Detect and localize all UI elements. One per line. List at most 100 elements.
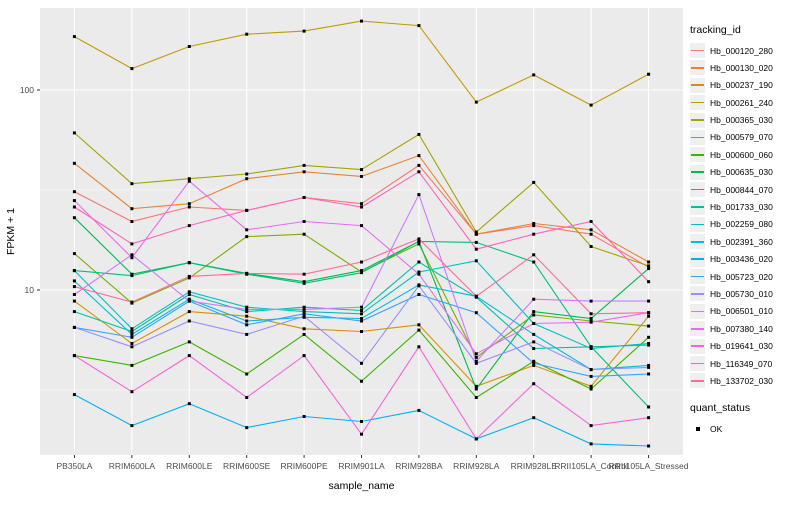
data-point — [417, 293, 421, 296]
data-point — [130, 67, 134, 71]
legend-line-swatch — [691, 310, 704, 313]
data-point — [245, 319, 249, 323]
data-point — [245, 172, 249, 176]
data-point — [187, 402, 191, 406]
legend-item: Hb_116349_070 — [690, 356, 800, 372]
legend-title-tracking-id: tracking_id — [690, 24, 741, 36]
legend-key — [690, 95, 705, 111]
data-point — [187, 310, 191, 314]
data-point — [130, 332, 134, 336]
data-point — [130, 256, 134, 260]
data-point — [187, 261, 191, 265]
data-point — [417, 328, 421, 332]
data-point — [474, 232, 478, 236]
data-point — [360, 271, 363, 275]
data-point — [417, 237, 421, 241]
data-point — [532, 260, 536, 264]
data-point — [647, 280, 651, 284]
x-tick-label: RRIM600PE — [280, 461, 328, 471]
legend-title-quant-status: quant_status — [690, 402, 751, 415]
data-point — [532, 332, 536, 336]
data-point — [474, 437, 478, 441]
data-point — [72, 293, 76, 296]
legend-key — [690, 112, 705, 128]
data-point — [589, 232, 593, 236]
legend-item: Hb_002259_080 — [690, 216, 800, 232]
legend-line-swatch — [691, 345, 704, 347]
data-point — [417, 154, 421, 158]
legend-label: Hb_005723_020 — [710, 271, 773, 282]
data-point — [360, 420, 363, 423]
data-point — [72, 35, 76, 39]
x-tick-label: RRIM928BA — [395, 461, 443, 471]
legend-key — [690, 216, 705, 232]
data-point — [187, 299, 191, 303]
data-point — [302, 280, 306, 284]
data-point — [417, 272, 421, 276]
legend-label: Hb_007380_140 — [710, 323, 773, 334]
x-tick-label: RRIM901LA — [338, 461, 385, 471]
data-point — [72, 252, 76, 256]
y-axis-title: FPKM + 1 — [5, 208, 17, 255]
data-point — [245, 372, 249, 376]
data-point — [417, 24, 421, 28]
x-tick-label: RRIM928LA — [453, 461, 500, 471]
data-point — [647, 72, 651, 76]
data-point — [72, 199, 76, 203]
data-point — [589, 442, 593, 446]
data-point — [360, 174, 363, 178]
data-point — [532, 310, 536, 314]
legend-item: Hb_000130_020 — [690, 60, 800, 76]
data-point — [360, 309, 363, 312]
legend-key — [690, 321, 705, 337]
data-point — [474, 352, 478, 356]
data-point — [302, 281, 306, 285]
data-point — [417, 239, 421, 243]
legend-line-swatch — [691, 101, 704, 104]
data-point — [187, 293, 191, 296]
legend-key — [690, 234, 705, 250]
data-point — [360, 361, 363, 365]
x-tick-label: RRIM600LE — [166, 461, 213, 471]
data-point — [130, 300, 134, 304]
data-point — [417, 163, 421, 167]
legend-key — [690, 129, 705, 145]
data-point — [72, 131, 76, 135]
data-point — [532, 222, 536, 225]
data-point — [474, 294, 478, 298]
data-point — [130, 253, 134, 257]
legend-key — [690, 199, 705, 215]
legend-key — [690, 182, 705, 198]
data-point — [245, 396, 249, 399]
data-point — [302, 332, 306, 336]
legend-item: Hb_001733_030 — [690, 199, 800, 215]
data-point — [360, 19, 363, 23]
data-point — [130, 242, 134, 246]
data-point — [302, 310, 306, 314]
data-point — [72, 161, 76, 165]
data-point — [589, 387, 593, 391]
x-tick-label: RRIM928LE — [511, 461, 558, 471]
data-point — [532, 232, 536, 236]
legend-label: Hb_000261_240 — [710, 97, 773, 108]
data-point — [589, 424, 593, 428]
legend-key-ok — [690, 421, 705, 437]
legend-label: Hb_000600_060 — [710, 149, 773, 160]
data-point — [589, 220, 593, 223]
legend-key — [690, 251, 705, 267]
data-point — [187, 205, 191, 209]
data-point — [130, 424, 134, 428]
data-point — [245, 307, 249, 311]
legend-key — [690, 373, 705, 389]
data-point — [360, 319, 363, 323]
data-point — [474, 359, 478, 363]
data-point — [474, 247, 478, 251]
data-point — [647, 267, 651, 271]
legend-key — [690, 77, 705, 93]
data-point — [360, 379, 363, 383]
legend-label: Hb_000579_070 — [710, 132, 773, 143]
legend-line-swatch — [691, 327, 704, 330]
data-point — [245, 332, 249, 336]
data-point — [245, 208, 249, 212]
x-tick-label: RRIM600SE — [223, 461, 271, 471]
